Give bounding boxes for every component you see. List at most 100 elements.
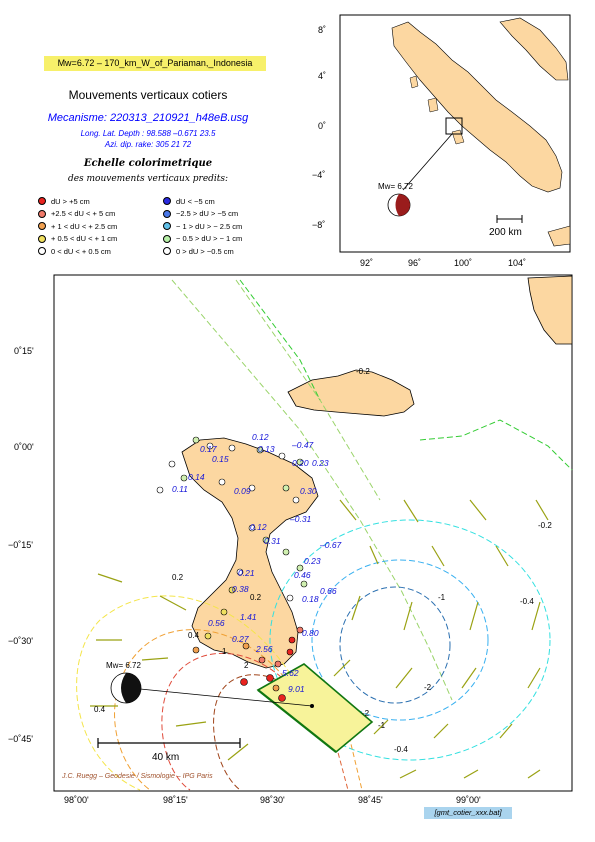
station-dot <box>296 564 304 572</box>
arrow-icon <box>527 769 541 779</box>
station-dot <box>278 694 286 702</box>
legend-item: +2.5 < dU < + 5 cm <box>38 208 117 221</box>
main-beachball-icon <box>110 672 142 704</box>
station-dot <box>180 474 188 482</box>
main-scalebar-label: 40 km <box>152 752 179 763</box>
mechanism-params-1: Long. Lat. Depth : 98.588 –0.671 23.5 <box>80 129 216 138</box>
credit-line: J.C. Ruegg – Geodesie / Sismologie – IPG… <box>62 773 213 780</box>
station-dot <box>278 452 286 460</box>
station-dot <box>192 646 200 654</box>
inset-lat-tick: 0˚ <box>318 121 326 131</box>
legend-item: dU < −5 cm <box>163 195 242 208</box>
arrow-icon <box>339 499 357 521</box>
legend-label: + 0.5 < dU < + 1 cm <box>51 234 118 244</box>
contour-label: 0.2 <box>250 593 262 602</box>
value-label: 1.41 <box>240 612 257 622</box>
legend-label: −2.5 > dU > −5 cm <box>176 209 239 219</box>
station-dot <box>204 632 212 640</box>
malay-peninsula-land <box>499 17 569 81</box>
arrow-icon <box>369 545 379 565</box>
java-land <box>547 225 571 247</box>
legend-item: 0 > dU > −0.5 cm <box>163 245 242 258</box>
inset-scalebar-label: 200 km <box>489 227 522 238</box>
legend-label: + 1 < dU < + 2.5 cm <box>51 221 118 231</box>
plus-1-contour <box>161 652 306 791</box>
minus-0.2-contour-upper <box>239 279 321 401</box>
command-badge: [gmt_cotier_xxx.bat] <box>424 807 512 819</box>
minus-1-contour <box>311 559 489 721</box>
station-dot <box>236 568 244 576</box>
main-map: Mw= 6.72 <box>8 274 573 805</box>
contour-label: -0.2 <box>538 521 552 530</box>
contour-label: -2 <box>362 709 370 718</box>
legend-item: dU > +5 cm <box>38 195 117 208</box>
value-label: 0.66 <box>320 586 337 596</box>
legend-dot-icon <box>38 209 46 218</box>
value-label: –0.47 <box>291 440 314 450</box>
value-label: 0.23 <box>312 458 329 468</box>
arrow-icon <box>333 659 351 677</box>
value-label: 0.12 <box>252 432 269 442</box>
station-dot <box>248 484 256 492</box>
beachball-leader-line <box>129 687 313 707</box>
contour-label: 2 <box>244 661 249 670</box>
scale-legend: dU > +5 cm +2.5 < dU < + 5 cm + 1 < dU <… <box>38 195 268 261</box>
minus-0.2-contour <box>419 419 573 471</box>
legend-dot-icon <box>38 234 46 243</box>
arrow-icon <box>97 573 123 583</box>
inset-lat-tick: −4˚ <box>312 170 325 180</box>
station-dot <box>296 458 304 466</box>
station-dot <box>282 484 290 492</box>
inset-lon-tick: 92˚ <box>360 258 373 268</box>
contour-label: -1 <box>438 593 446 602</box>
legend-label: 0 > dU > −0.5 cm <box>176 246 234 256</box>
station-dot <box>228 444 236 452</box>
station-dot <box>272 684 280 692</box>
station-dot <box>228 586 236 594</box>
zero-line-contour <box>171 279 453 701</box>
value-label: 0.21 <box>238 568 255 578</box>
inset-lat-tick: 4˚ <box>318 71 326 81</box>
value-label: 0.80 <box>302 628 319 638</box>
contour-label: -0.4 <box>394 745 408 754</box>
legend-label: +2.5 < dU < + 5 cm <box>51 209 116 219</box>
displacement-arrows <box>90 499 549 779</box>
legend-item: + 1 < dU < + 2.5 cm <box>38 220 117 233</box>
value-label: 0.17 <box>200 444 217 454</box>
plus-0.2-contour <box>76 595 301 791</box>
sumatra-land <box>391 21 563 193</box>
legend-dot-icon <box>163 222 171 231</box>
station-dot <box>242 642 250 650</box>
arrow-icon <box>159 595 187 611</box>
station-dot <box>292 496 300 504</box>
contour-label: -1 <box>378 721 386 730</box>
nias-island <box>427 97 439 113</box>
sumatra-coast-land <box>527 275 573 345</box>
legend-dot-icon <box>163 247 171 256</box>
plus-0.4-contour <box>114 629 301 791</box>
main-lat-tick: 0˚00' <box>14 442 34 452</box>
mechanism-name: Mecanisme: 220313_210921_h48eB.usg <box>47 112 249 124</box>
station-dot <box>256 446 264 454</box>
arrow-icon <box>527 667 541 689</box>
legend-label: dU > +5 cm <box>51 196 90 206</box>
arrow-icon <box>351 595 361 621</box>
arrow-icon <box>227 743 249 761</box>
station-dot <box>220 608 228 616</box>
contour-label: 1 <box>222 647 227 656</box>
station-dot <box>258 656 266 664</box>
inset-map: Mw= 6.72 200 km 8˚ 4˚ 0˚ −4˚ −8˚ 92˚ 96˚… <box>312 14 571 268</box>
arrow-icon <box>373 719 389 735</box>
legend-dot-icon <box>163 234 171 243</box>
value-label: 0.38 <box>232 584 249 594</box>
event-title: Mw=6.72 – 170_km_W_of_Pariaman,_Indonesi… <box>44 56 266 71</box>
inset-lon-tick: 104˚ <box>508 258 526 268</box>
station-dot <box>218 478 226 486</box>
value-label: 0.15 <box>212 454 229 464</box>
arrow-icon <box>469 601 479 631</box>
legend-item: − 0.5 > dU > − 1 cm <box>163 233 242 246</box>
arrow-icon <box>395 667 413 689</box>
value-label: 0.31 <box>264 536 281 546</box>
station-dot <box>206 442 214 450</box>
main-lat-tick: −0˚15' <box>8 540 33 550</box>
